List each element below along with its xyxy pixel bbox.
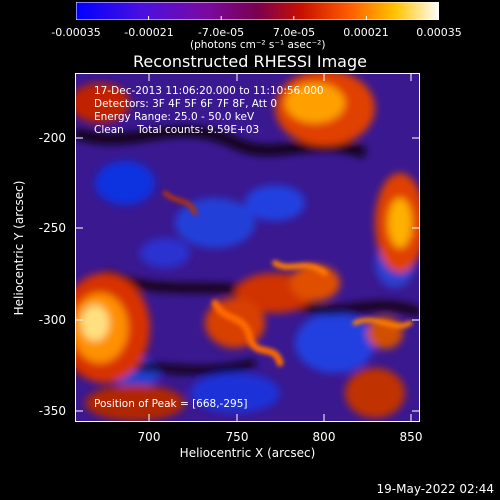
image-title: Reconstructed RHESSI Image: [133, 52, 367, 71]
timestamp: 19-May-2022 02:44: [376, 482, 494, 496]
x-tick-label: 750: [225, 430, 249, 444]
colorbar-tick-label: -0.00021: [124, 26, 174, 39]
peak-position: Position of Peak = [668,-295]: [94, 398, 248, 410]
colorbar-tick-label: 0.00035: [416, 26, 462, 39]
x-axis-label: Heliocentric X (arcsec): [179, 446, 316, 460]
y-tick-label: -300: [38, 313, 66, 327]
info-time-range: 17-Dec-2013 11:06:20.000 to 11:10:56.000: [94, 85, 324, 97]
y-axis-label: Heliocentric Y (arcsec): [12, 180, 26, 316]
rhessi-image: [75, 73, 420, 422]
colorbar-tick-label: 0.00021: [343, 26, 389, 39]
colorbar-tick-label: 7.0e-05: [272, 26, 316, 39]
x-tick-label: 850: [399, 430, 423, 444]
plot-frame: [75, 73, 420, 422]
info-detectors: Detectors: 3F 4F 5F 6F 7F 8F, Att 0: [94, 98, 278, 110]
colorbar: [76, 2, 439, 20]
info-clean-counts: Clean Total counts: 9.59E+03: [94, 124, 260, 136]
colorbar-tick-label: -0.00035: [51, 26, 101, 39]
y-tick-label: -250: [38, 221, 66, 235]
colorbar-tick-label: -7.0e-05: [197, 26, 245, 39]
x-tick-label: 700: [137, 430, 161, 444]
info-energy-range: Energy Range: 25.0 - 50.0 keV: [94, 111, 255, 123]
y-tick-label: -350: [38, 404, 66, 418]
y-tick-label: -200: [38, 131, 66, 145]
colorbar-units: (photons cm⁻² s⁻¹ asec⁻²): [190, 39, 326, 51]
x-tick-label: 800: [312, 430, 336, 444]
